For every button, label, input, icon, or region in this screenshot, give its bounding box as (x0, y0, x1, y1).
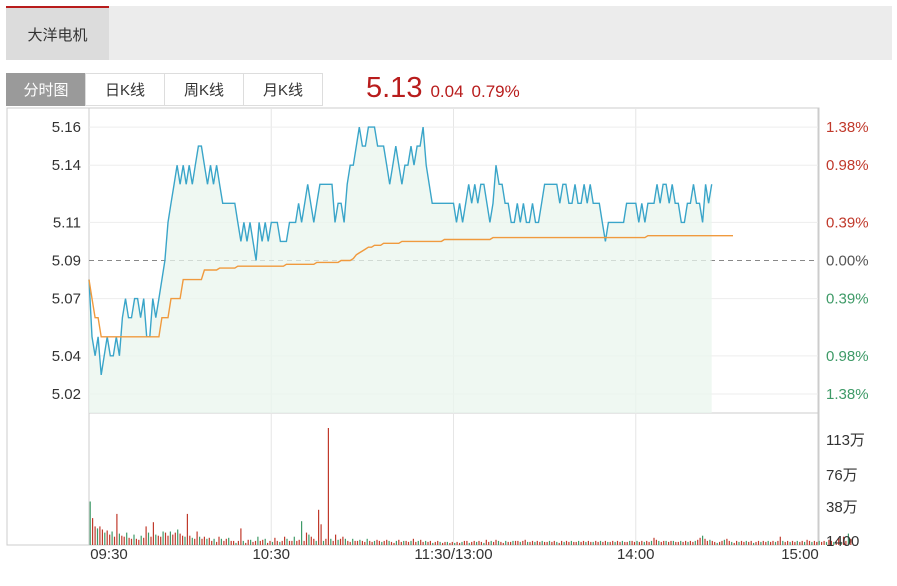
pct-tick-label: 0.98% (826, 157, 869, 174)
time-tick-label: 09:30 (90, 546, 128, 563)
price-tick-label: 5.02 (52, 386, 81, 403)
tab-weekly-k[interactable]: 周K线 (164, 73, 244, 106)
price-tick-label: 5.16 (52, 119, 81, 136)
volume-tick-label: 38万 (826, 499, 858, 516)
price-tick-label: 5.07 (52, 291, 81, 308)
pct-tick-label: 0.39% (826, 214, 869, 231)
volume-tick-label: 1400 (826, 533, 859, 550)
time-tick-label: 14:00 (617, 546, 655, 563)
pct-tick-label: 0.98% (826, 348, 869, 365)
price-line (88, 126, 713, 376)
price-change-pct: 0.79% (471, 82, 520, 101)
time-tick-label: 15:00 (781, 546, 819, 563)
price-area (89, 127, 712, 413)
time-tick-label: 11:30/13:00 (414, 546, 492, 563)
pct-tick-label: 1.38% (826, 386, 869, 403)
price-tick-label: 5.09 (52, 253, 81, 270)
current-price: 5.13 (366, 72, 423, 104)
price-change: 0.04 (430, 82, 464, 101)
price-tick-label: 5.11 (53, 214, 81, 231)
chart-tabs: 分时图 日K线 周K线 月K线 (6, 73, 323, 106)
header-bar (6, 6, 892, 60)
pct-tick-label: 0.39% (826, 291, 869, 308)
quote-summary: 5.13 0.04 0.79% (366, 72, 520, 108)
volume-tick-label: 76万 (826, 467, 858, 484)
stock-tab[interactable]: 大洋电机 (6, 6, 109, 60)
pct-tick-label: 1.38% (826, 119, 869, 136)
price-tick-label: 5.14 (52, 157, 81, 174)
time-tick-label: 10:30 (252, 546, 290, 563)
price-tick-label: 5.04 (52, 348, 81, 365)
tab-monthly-k[interactable]: 月K线 (243, 73, 323, 106)
pct-tick-label: 0.00% (826, 253, 869, 270)
tab-intraday[interactable]: 分时图 (6, 73, 86, 106)
volume-tick-label: 113万 (826, 432, 865, 449)
stock-tab-label: 大洋电机 (27, 26, 88, 44)
avg-price-line (88, 234, 733, 338)
